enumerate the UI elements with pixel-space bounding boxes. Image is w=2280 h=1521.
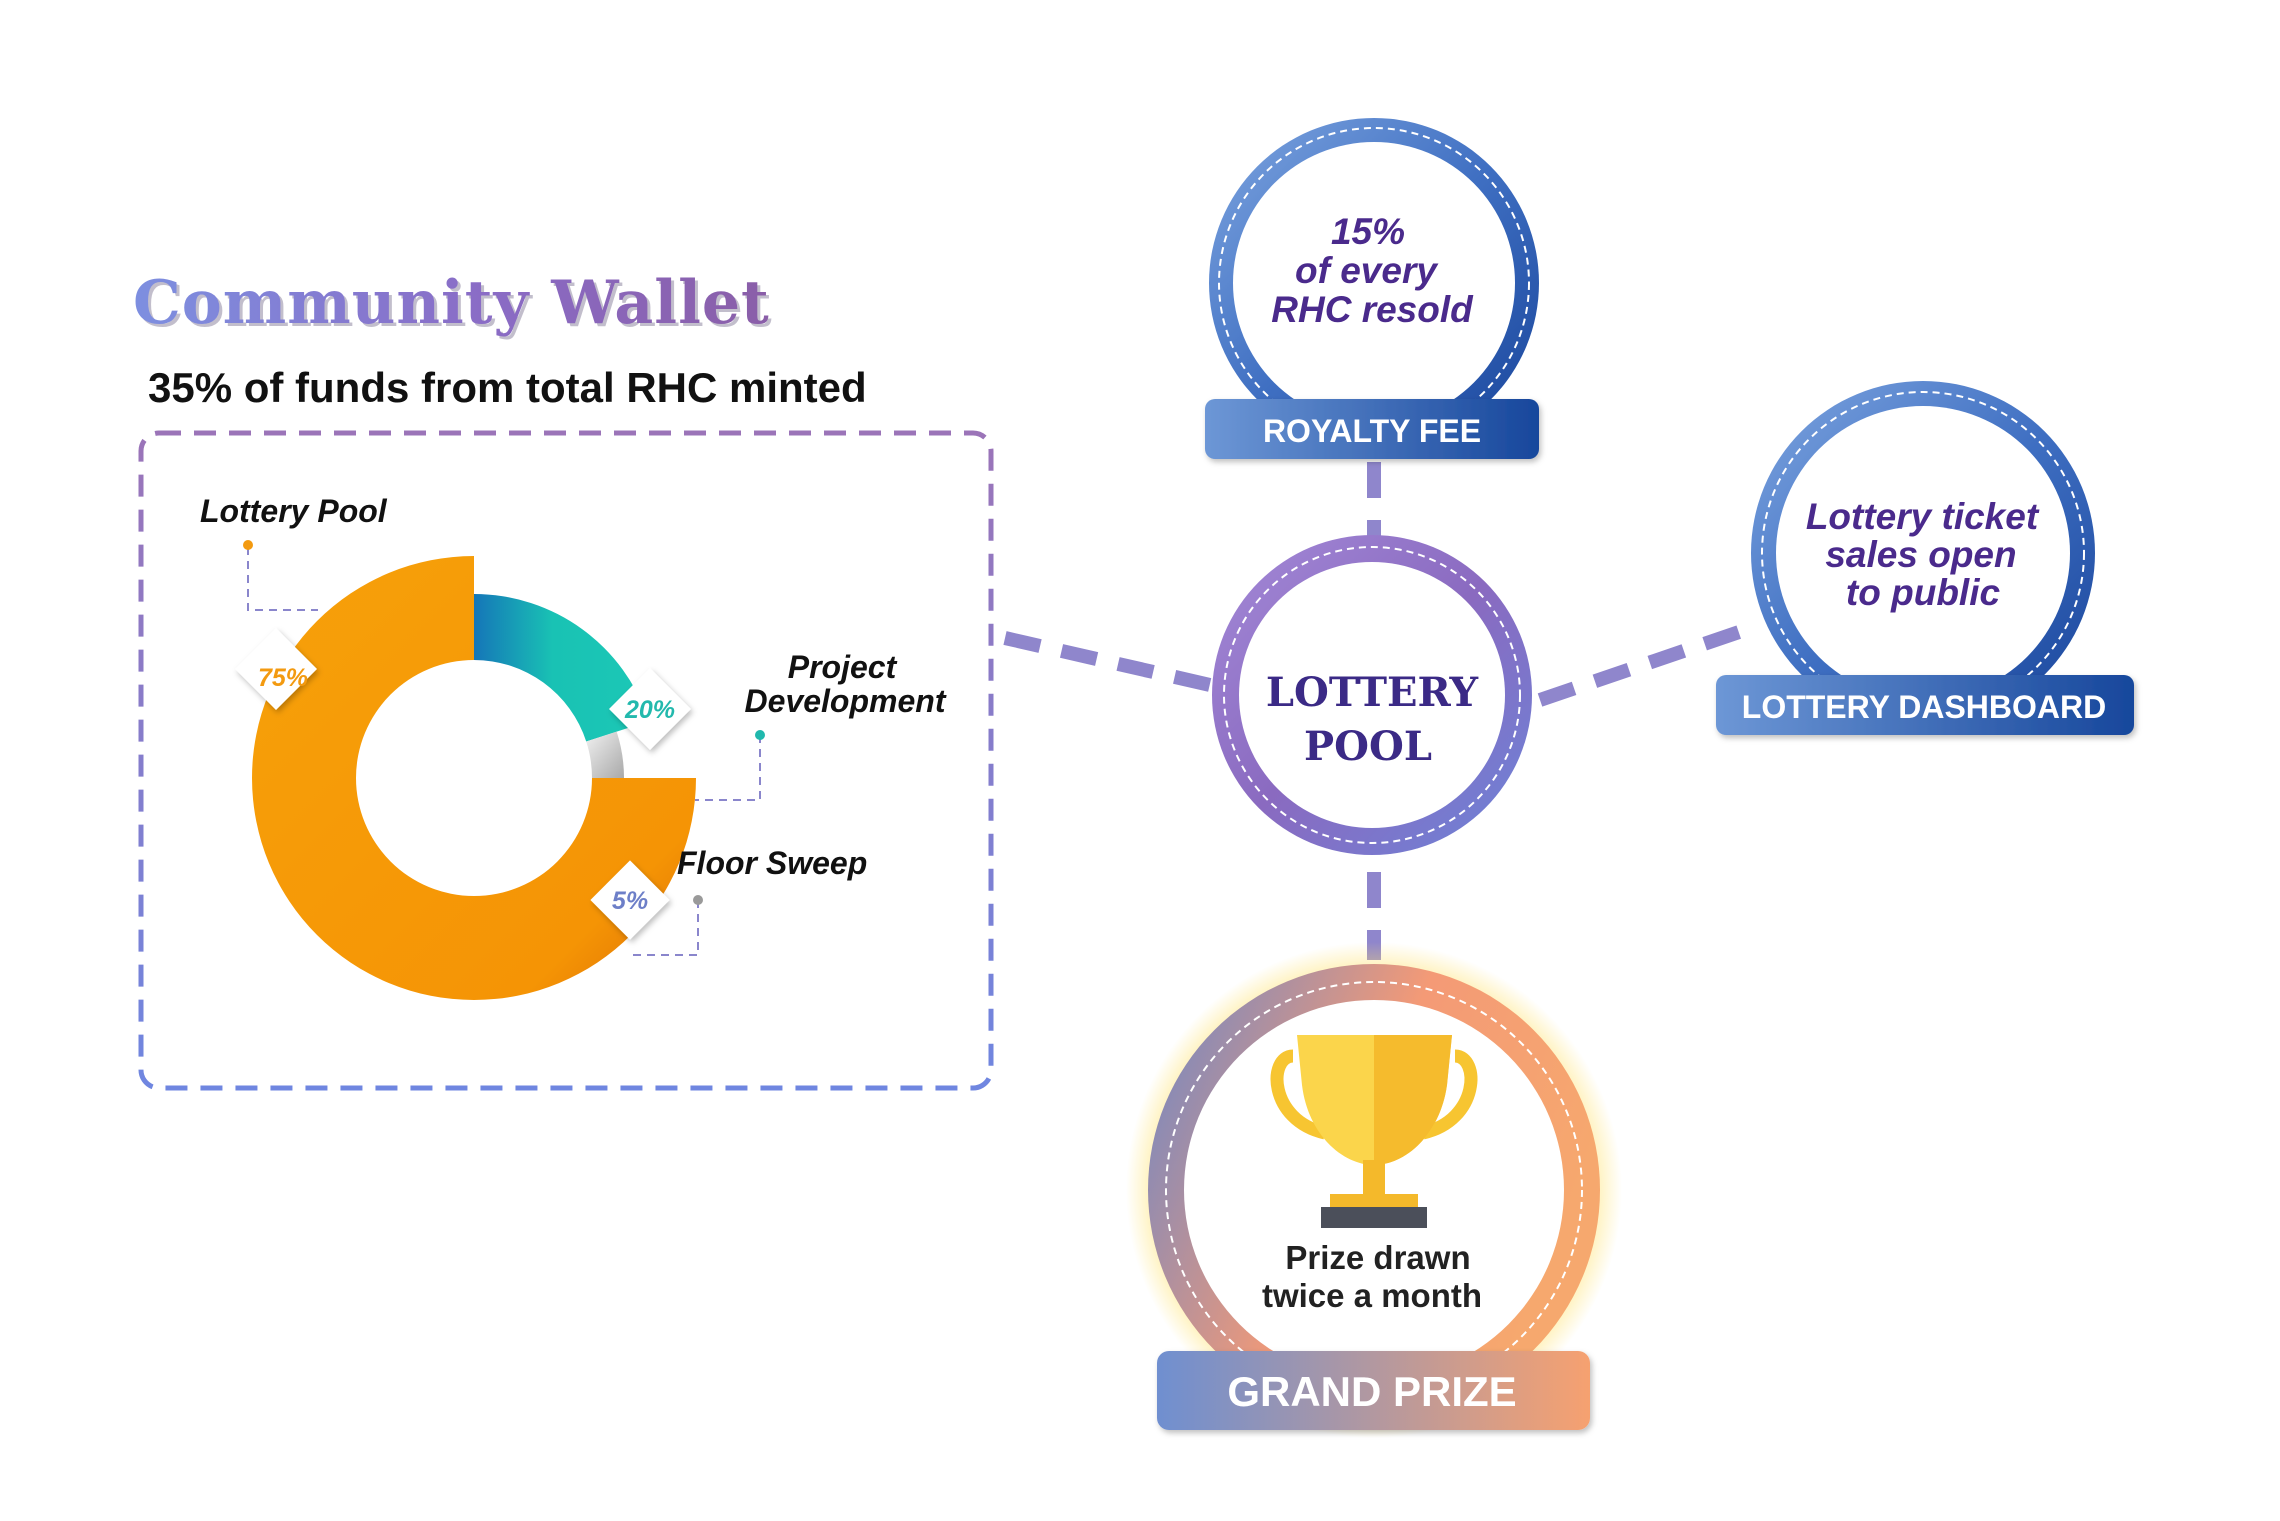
slice-floor-sweep: [586, 731, 624, 778]
lottery-pool-dot: [243, 540, 253, 550]
lottery-dashboard-label: LOTTERY DASHBOARD: [1742, 689, 2106, 725]
donut-chart: [252, 556, 696, 1000]
value-label-project-development: 20%: [624, 696, 675, 724]
category-label-project-development-2: Development: [745, 683, 947, 719]
slice-project-development: [474, 594, 649, 742]
category-label-floor-sweep: Floor Sweep: [677, 845, 867, 881]
royalty-fee-text-2: of every: [1295, 250, 1439, 291]
badge-floor-sweep: [590, 860, 670, 940]
community-wallet-subtitle: 35% of funds from total RHC minted: [148, 364, 867, 411]
community-wallet-title: Community Wallet: [133, 268, 770, 338]
royalty-fee-label: ROYALTY FEE: [1263, 413, 1481, 449]
donut-leader-lines: [247, 547, 761, 956]
grand-prize-text-1: Prize drawn: [1285, 1239, 1470, 1276]
slice-lottery-pool: [252, 556, 696, 1000]
trophy-icon: [1270, 1035, 1478, 1228]
lottery-dashboard-text-1: Lottery ticket: [1806, 496, 2040, 537]
lottery-pool-text-1: LOTTERY: [1266, 669, 1479, 716]
category-label-project-development: Project: [788, 649, 898, 685]
value-label-lottery-pool: 75%: [258, 664, 308, 692]
grand-prize-label: GRAND PRIZE: [1227, 1368, 1516, 1415]
category-label-lottery-pool: Lottery Pool: [200, 493, 388, 529]
lottery-dashboard-node: Lottery ticket sales open to public LOTT…: [1716, 381, 2134, 735]
royalty-fee-text-1: 15%: [1331, 211, 1405, 252]
project-development-dot: [755, 730, 765, 740]
lottery-pool-node: LOTTERY POOL: [1212, 535, 1532, 855]
royalty-fee-text-3: RHC resold: [1271, 289, 1474, 330]
lottery-dashboard-text-3: to public: [1846, 572, 2001, 613]
badge-project-development: [608, 667, 692, 751]
grand-prize-text-2: twice a month: [1262, 1277, 1482, 1314]
floor-sweep-dot: [693, 895, 703, 905]
lottery-dashboard-text-2: sales open: [1825, 534, 2016, 575]
grand-prize-node: Prize drawn twice a month GRAND PRIZE: [1126, 942, 1622, 1438]
community-wallet-box: [138, 430, 994, 1091]
lottery-pool-text-2: POOL: [1304, 723, 1432, 770]
royalty-fee-node: 15% of every RHC resold ROYALTY FEE: [1205, 118, 1539, 459]
value-label-floor-sweep: 5%: [612, 887, 648, 915]
